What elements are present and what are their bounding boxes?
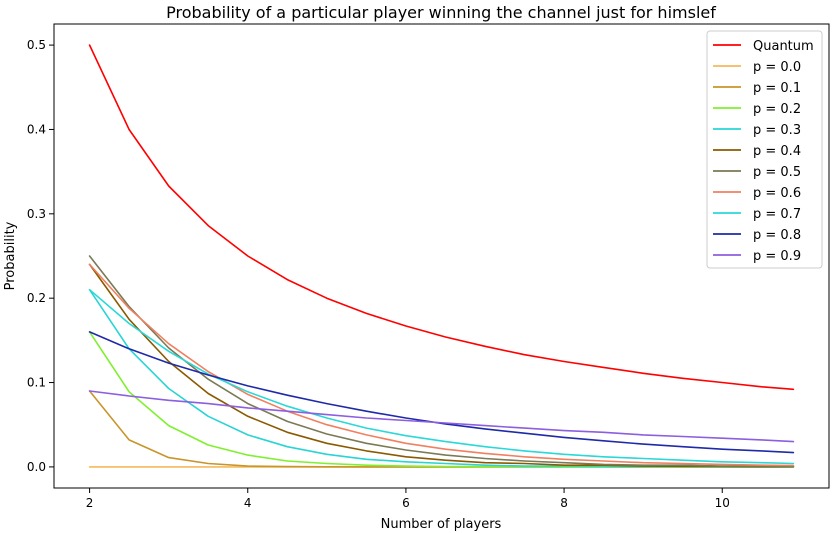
legend-label: p = 0.7: [753, 207, 801, 222]
y-tick-label: 0.0: [27, 460, 46, 474]
y-tick-label: 0.4: [27, 122, 46, 136]
plot-frame: [53, 23, 830, 489]
y-tick-label: 0.3: [27, 207, 46, 221]
legend-label: p = 0.1: [753, 81, 801, 96]
legend-label: p = 0.4: [753, 144, 801, 159]
chart-title: Probability of a particular player winni…: [166, 3, 716, 22]
series-line-7: [88, 263, 795, 467]
legend: Quantum p = 0.0 p = 0.1 p = 0.2 p = 0.3 p = 0…: [706, 30, 823, 269]
y-tick-label: 0.2: [27, 291, 46, 305]
y-tick-label: 0.5: [27, 38, 46, 52]
x-tick-label: 4: [244, 496, 252, 510]
legend-label: p = 0.3: [753, 123, 801, 138]
legend-label: p = 0.0: [753, 60, 801, 75]
series-line-5: [88, 263, 795, 468]
x-tick-label: 2: [86, 496, 94, 510]
series-line-6: [88, 255, 795, 468]
legend-label: p = 0.9: [753, 249, 801, 264]
legend-label: p = 0.8: [753, 228, 801, 243]
x-axis-ticks: 2 4 6 8 10: [86, 488, 730, 510]
series-layer: [88, 44, 795, 468]
legend-label: Quantum: [753, 39, 814, 54]
x-tick-label: 8: [560, 496, 568, 510]
y-tick-label: 0.1: [27, 376, 46, 390]
legend-box: [706, 30, 823, 269]
legend-label: p = 0.5: [753, 165, 801, 180]
legend-label: p = 0.6: [753, 186, 801, 201]
series-line-9: [88, 331, 795, 454]
series-line-10: [88, 390, 795, 443]
x-tick-label: 10: [715, 496, 730, 510]
series-line-0: [88, 44, 795, 391]
x-axis-label: Number of players: [381, 517, 502, 532]
series-line-8: [88, 288, 795, 465]
y-axis-label: Probability: [3, 221, 18, 290]
y-axis-ticks: 0.0 0.1 0.2 0.3 0.4 0.5: [27, 38, 54, 474]
x-tick-label: 6: [402, 496, 410, 510]
legend-label: p = 0.2: [753, 102, 801, 117]
